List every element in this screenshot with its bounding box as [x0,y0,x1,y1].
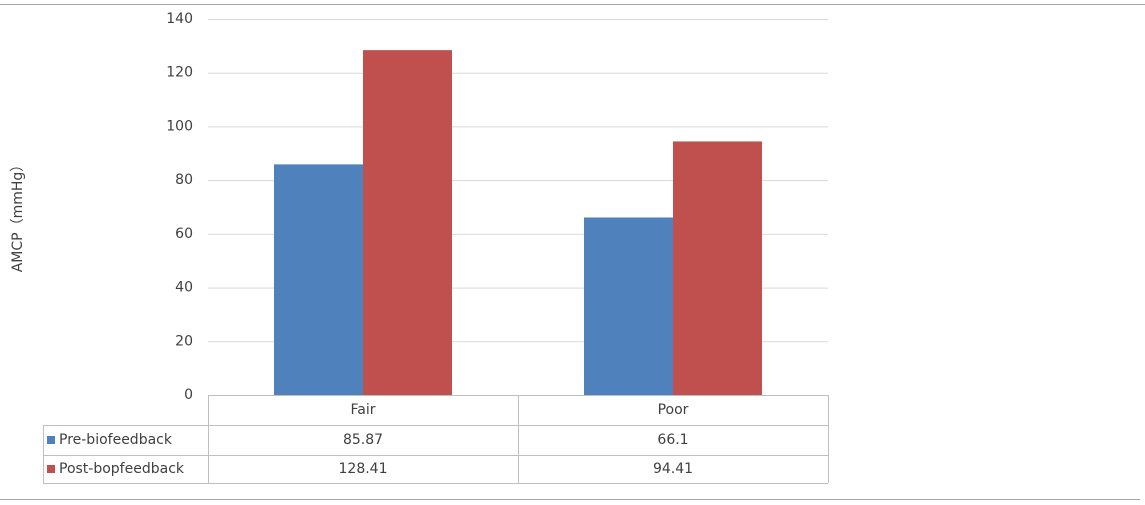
table-value: 66.1 [657,432,688,448]
bar [274,164,363,395]
bar [584,217,673,395]
table-value: 85.87 [343,432,383,448]
table-value: 128.41 [339,461,388,477]
y-tick-label: 140 [166,11,193,27]
y-tick-label: 60 [175,226,193,242]
y-tick-label: 100 [166,118,193,134]
y-tick-label: 0 [184,387,193,403]
bar [363,50,452,395]
table-value: 94.41 [653,461,693,477]
y-tick-label: 20 [175,333,193,349]
legend-swatch [47,465,55,473]
bar [673,141,762,395]
x-tick-label: Fair [351,402,376,418]
legend-label: Pre-biofeedback [59,432,173,448]
y-tick-label: 80 [175,172,193,188]
legend-swatch [47,436,55,444]
y-axis-label: AMCP（mmHg） [10,158,26,273]
legend-label: Post-bopfeedback [59,461,185,477]
x-tick-label: Poor [658,402,689,418]
y-tick-label: 40 [175,280,193,296]
y-tick-label: 120 [166,65,193,81]
